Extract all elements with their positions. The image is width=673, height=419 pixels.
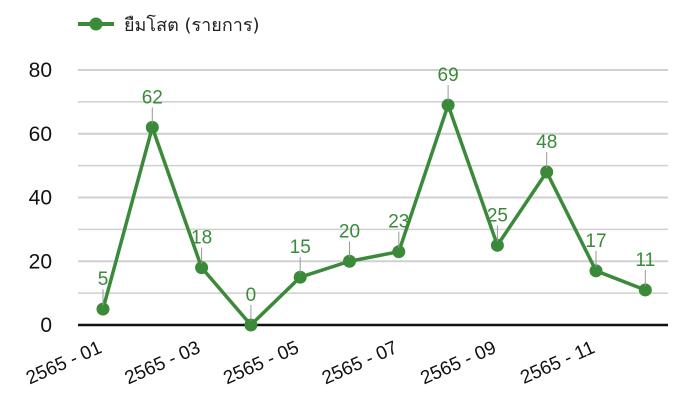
legend: ยืมโสต (รายการ) [78,14,260,36]
data-point [490,238,504,252]
y-tick-label: 80 [29,59,52,82]
data-label: 23 [388,212,409,233]
data-labels: 5 62 18 0 15 20 23 69 25 48 17 11 [98,65,655,321]
legend-marker [89,17,103,31]
y-tick-label: 40 [29,187,52,210]
y-tick-label: 60 [29,123,52,146]
data-point [145,120,159,134]
data-point [540,165,554,179]
data-point [441,98,455,112]
data-point [293,270,307,284]
data-label: 25 [487,205,508,226]
x-tick-label: 2565 - 11 [517,337,598,388]
data-point [96,302,110,316]
y-tick-label: 20 [29,250,52,273]
x-tick-label: 2565 - 07 [319,337,401,389]
data-label: 18 [191,228,212,249]
series-line-group [96,98,652,332]
data-label: 5 [98,269,109,290]
data-point [244,318,258,332]
data-point [589,264,603,278]
x-tick-label: 2565 - 03 [122,337,204,389]
data-label: 17 [585,231,606,252]
data-point [195,261,209,275]
data-label: 69 [438,65,459,86]
data-label: 48 [536,132,557,153]
data-point [638,283,652,297]
legend-label: ยืมโสต (รายการ) [124,14,260,36]
x-tick-label: 2565 - 01 [23,337,105,389]
data-label: 15 [290,237,311,258]
y-axis-ticks: 0 20 40 60 80 [29,59,52,337]
gridlines [78,69,668,327]
x-tick-label: 2565 - 09 [418,337,500,389]
series-line [101,103,646,327]
data-label: 62 [142,87,163,108]
data-label: 0 [246,285,257,306]
data-point [343,254,356,268]
data-label: 11 [635,250,655,271]
data-label: 20 [339,221,360,242]
y-tick-label: 0 [40,314,52,337]
x-axis-ticks: 2565 - 01 2565 - 03 2565 - 05 2565 - 07 2565… [23,337,598,389]
x-tick-label: 2565 - 05 [220,337,302,389]
data-point [392,245,406,259]
